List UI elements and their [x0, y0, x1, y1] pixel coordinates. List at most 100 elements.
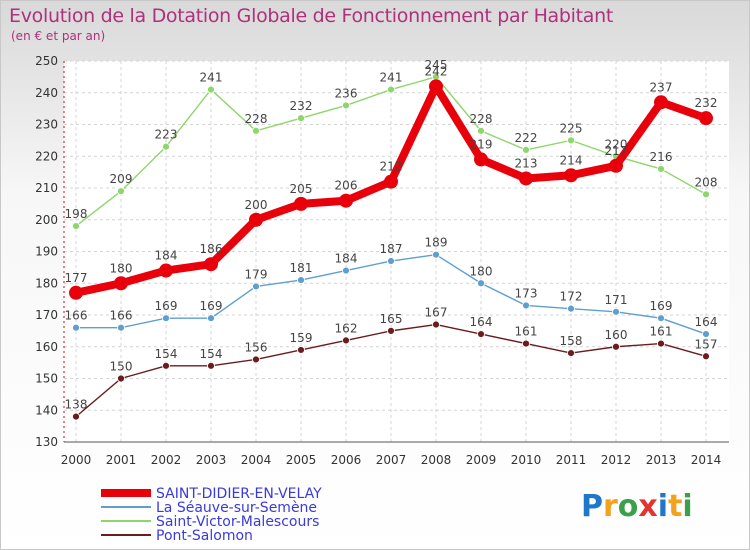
x-tick-label: 2002: [151, 453, 182, 467]
x-tick-label: 2012: [601, 453, 632, 467]
y-tick-label: 230: [35, 118, 58, 132]
data-label: 241: [380, 71, 403, 85]
data-point: [294, 196, 308, 211]
data-label: 159: [290, 331, 313, 345]
data-label: 166: [110, 309, 133, 323]
data-point: [609, 158, 623, 173]
data-label: 172: [560, 290, 583, 304]
data-label: 184: [335, 252, 358, 266]
data-label: 180: [470, 264, 493, 278]
data-label: 232: [290, 99, 313, 113]
data-label: 177: [65, 271, 88, 285]
data-point: [117, 323, 125, 332]
data-point: [384, 174, 398, 189]
x-tick-label: 2006: [331, 453, 362, 467]
chart-subtitle: (en € et par an): [11, 29, 106, 43]
data-label: 228: [245, 112, 268, 126]
data-label: 180: [110, 261, 133, 275]
data-label: 154: [155, 347, 178, 361]
data-point: [612, 342, 620, 351]
data-point: [654, 95, 668, 110]
data-point: [702, 352, 710, 361]
data-point: [564, 168, 578, 183]
x-tick-label: 2009: [466, 453, 497, 467]
data-label: 232: [695, 96, 718, 110]
y-tick-label: 150: [35, 372, 58, 386]
data-point: [567, 304, 575, 313]
data-label: 181: [290, 261, 313, 275]
data-point: [252, 355, 260, 364]
data-label: 162: [335, 321, 358, 335]
data-label: 213: [515, 156, 538, 170]
x-tick-label: 2008: [421, 453, 452, 467]
data-point: [69, 285, 83, 300]
data-label: 217: [605, 144, 628, 158]
data-point: [657, 165, 665, 173]
y-tick-label: 190: [35, 245, 58, 259]
data-point: [702, 330, 710, 338]
data-point: [117, 187, 125, 196]
legend-label: Saint-Victor-Malescours: [156, 514, 319, 530]
data-point: [342, 336, 350, 345]
data-point: [72, 222, 80, 231]
data-label: 156: [245, 340, 268, 354]
data-point: [252, 126, 260, 135]
data-point: [162, 361, 170, 370]
data-point: [567, 136, 575, 145]
data-label: 169: [200, 299, 223, 313]
data-label: 206: [335, 179, 358, 193]
data-label: 189: [425, 236, 448, 250]
x-tick-label: 2004: [241, 453, 272, 467]
data-point: [249, 212, 263, 227]
data-label: 161: [650, 325, 673, 339]
data-point: [204, 257, 218, 272]
x-tick-label: 2011: [556, 453, 587, 467]
data-label: 165: [380, 312, 403, 326]
data-label: 236: [335, 86, 358, 100]
data-label: 187: [380, 242, 403, 256]
data-point: [297, 276, 305, 284]
x-tick-label: 2013: [646, 453, 677, 467]
data-label: 200: [245, 198, 268, 212]
chart-title: Evolution de la Dotation Globale de Fonc…: [9, 5, 614, 27]
data-label: 212: [380, 160, 403, 174]
data-point: [252, 282, 260, 291]
data-label: 208: [695, 175, 718, 189]
data-label: 166: [65, 309, 88, 323]
proxiti-logo: Proxiti: [581, 489, 693, 524]
data-point: [429, 79, 443, 94]
data-point: [387, 85, 395, 94]
data-label: 160: [605, 328, 628, 342]
x-tick-label: 2005: [286, 453, 317, 467]
data-label: 209: [110, 172, 133, 186]
data-point: [207, 85, 215, 94]
data-label: 186: [200, 242, 223, 256]
data-point: [387, 257, 395, 265]
y-tick-label: 140: [35, 403, 58, 417]
data-label: 169: [650, 299, 673, 313]
y-tick-label: 180: [35, 276, 58, 290]
data-point: [339, 193, 353, 208]
x-tick-label: 2007: [376, 453, 407, 467]
data-label: 219: [470, 137, 493, 151]
data-label: 167: [425, 306, 448, 320]
data-label: 158: [560, 334, 583, 348]
data-label: 138: [65, 398, 88, 412]
data-point: [162, 142, 170, 151]
data-label: 245: [425, 58, 448, 72]
data-point: [297, 114, 305, 123]
data-point: [72, 323, 80, 332]
data-point: [522, 301, 530, 310]
data-point: [207, 361, 215, 370]
data-label: 164: [695, 315, 718, 329]
data-label: 242: [425, 64, 448, 78]
data-label: 171: [605, 293, 628, 307]
data-label: 223: [155, 128, 178, 142]
data-label: 237: [650, 80, 673, 94]
x-tick-label: 2001: [106, 453, 137, 467]
y-tick-label: 160: [35, 340, 58, 354]
legend-label: Pont-Salomon: [156, 528, 253, 544]
data-label: 205: [290, 182, 313, 196]
